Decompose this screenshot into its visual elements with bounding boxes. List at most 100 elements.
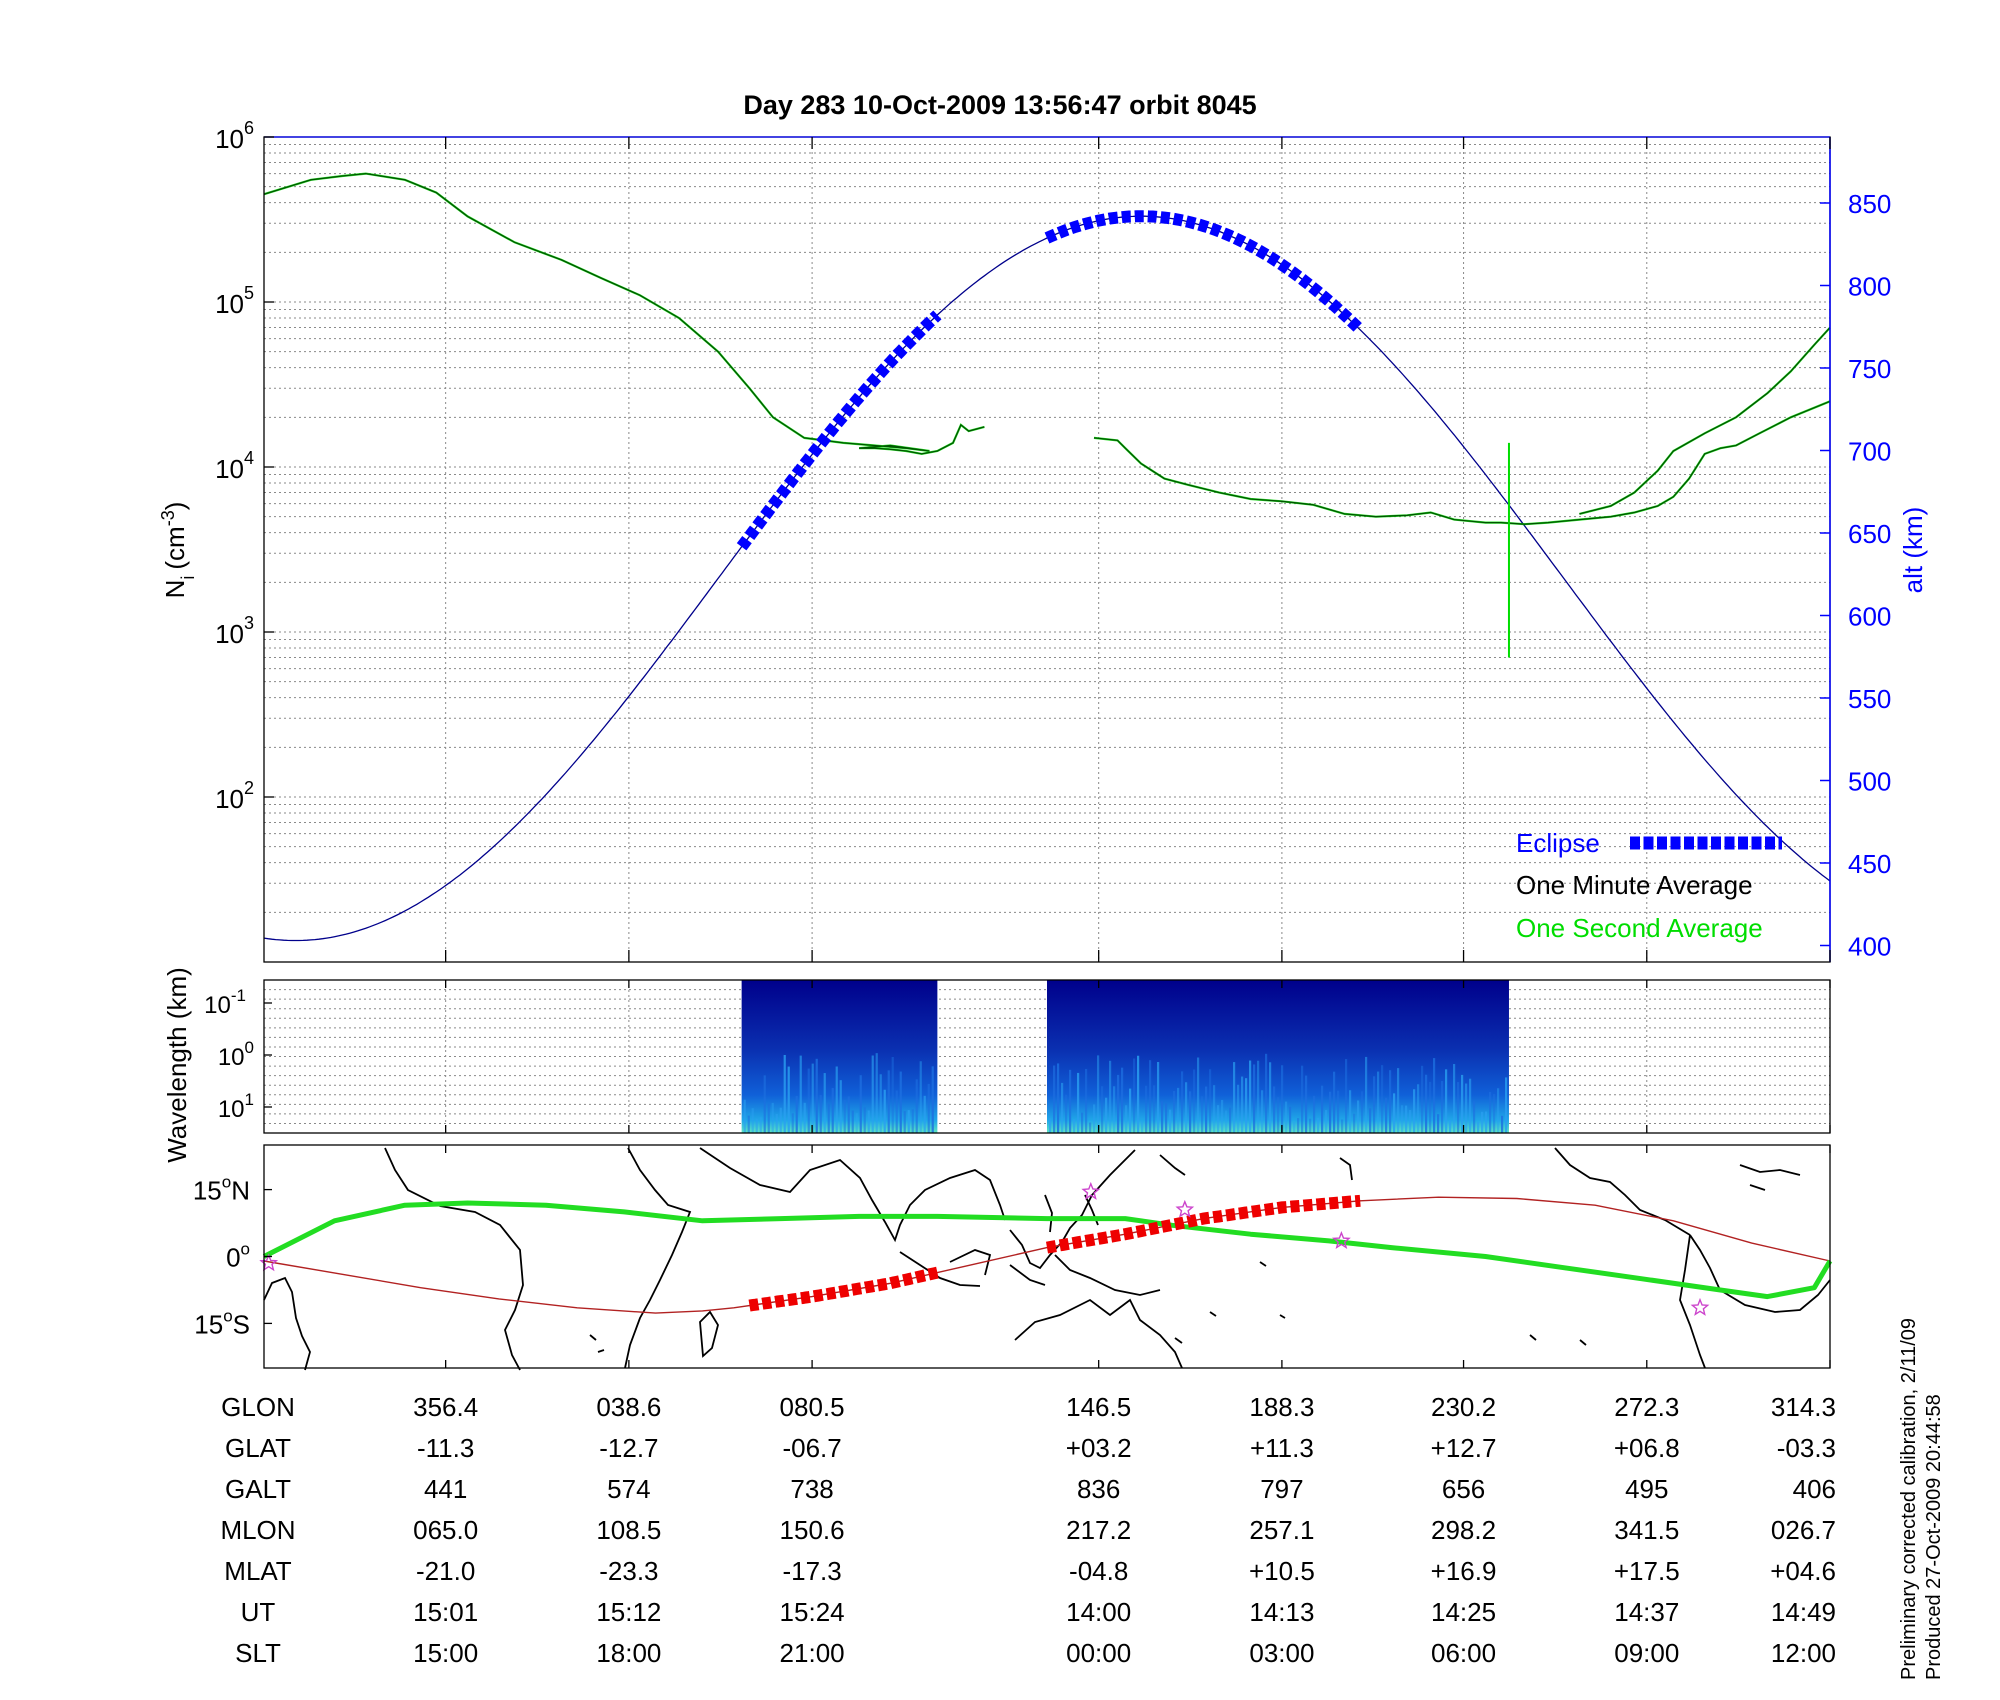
spectrogram-block — [1047, 980, 1509, 1133]
star-marker — [1175, 1199, 1195, 1218]
calibration-note-line1: Preliminary corrected calibration, 2/11/… — [1898, 1318, 1920, 1680]
spectrogram-streak — [923, 1095, 926, 1133]
table-cell: 15:00 — [413, 1638, 478, 1668]
spectrogram-streak — [1285, 1101, 1288, 1133]
altitude-y-tick-label: 500 — [1848, 767, 1891, 797]
spectrogram-streak — [1189, 1091, 1192, 1133]
arabia-india-outline — [699, 1147, 1006, 1243]
spectrogram-axes-frame — [263, 979, 1831, 1134]
spectrogram-streak — [799, 1055, 802, 1133]
spectrogram-streak — [1381, 1065, 1384, 1133]
spectrogram-streak — [1349, 1090, 1352, 1133]
spectrogram-streak — [1097, 1055, 1100, 1133]
table-cell: 14:37 — [1614, 1597, 1679, 1627]
legend: Eclipse One Minute Average One Second Av… — [1516, 828, 1782, 943]
table-cell: 15:12 — [596, 1597, 661, 1627]
table-cell: +06.8 — [1614, 1433, 1680, 1463]
density-grid — [264, 137, 1831, 962]
legend-item-one-minute: One Minute Average — [1516, 870, 1753, 900]
table-cell: 150.6 — [780, 1515, 845, 1545]
spectrogram-streak — [1457, 1082, 1460, 1133]
altitude-y-axis-label: alt (km) — [1898, 507, 1928, 594]
density-one-minute-line — [1093, 400, 1831, 525]
table-cell: +17.5 — [1614, 1556, 1680, 1586]
spectrogram-streak — [803, 1102, 806, 1133]
hemisphere-letter: S — [233, 1309, 250, 1339]
spectrogram-streak — [1145, 1085, 1148, 1133]
spectrogram-streak — [1201, 1096, 1204, 1133]
spectrogram-streak — [1177, 1087, 1180, 1133]
table-cell: 656 — [1442, 1474, 1485, 1504]
spectrogram-streak — [1121, 1067, 1124, 1133]
density-y-tick-label: 104 — [215, 448, 254, 484]
altitude-y-tick-label: 650 — [1848, 519, 1891, 549]
spectrogram-streak — [1221, 1099, 1224, 1133]
spectrogram-streak — [927, 1083, 930, 1133]
table-cell: +10.5 — [1249, 1556, 1315, 1586]
altitude-y-tick-label: 400 — [1848, 932, 1891, 962]
spectrogram-streak — [1425, 1074, 1428, 1133]
table-cell: 314.3 — [1771, 1392, 1836, 1422]
star-marker — [1081, 1181, 1101, 1200]
spectrogram-streak — [1049, 1118, 1052, 1133]
spectrogram-streak — [1181, 1071, 1184, 1133]
density-y-axis-label: Ni(cm-3) — [158, 502, 198, 599]
spectrogram-streak — [1413, 1089, 1416, 1133]
spectrogram-streak — [815, 1058, 818, 1133]
spectrogram-streak — [915, 1079, 918, 1133]
spectrogram-streak — [1321, 1085, 1324, 1133]
spectrogram-streak — [1441, 1080, 1444, 1133]
south-america-west-outline — [263, 1276, 311, 1371]
spectrogram-streak — [743, 1099, 746, 1133]
spectrogram-streak — [1305, 1075, 1308, 1133]
table-cell: 14:00 — [1066, 1597, 1131, 1627]
spectrogram-streak — [1197, 1057, 1200, 1133]
spectrogram-streak — [1325, 1110, 1328, 1133]
tick-exponent: 6 — [244, 118, 254, 138]
spectrogram-streak — [1205, 1086, 1208, 1133]
tick-base: 10 — [215, 454, 244, 484]
spectrogram-streak — [1313, 1095, 1316, 1133]
degree-symbol: o — [223, 1306, 232, 1325]
table-cell: -12.7 — [599, 1433, 658, 1463]
tick-base: 10 — [215, 124, 244, 154]
spectrogram-streak — [911, 1109, 914, 1133]
table-cell: 836 — [1077, 1474, 1120, 1504]
table-cell: 108.5 — [596, 1515, 661, 1545]
star-marker — [1331, 1230, 1351, 1249]
spectrogram-streak — [1485, 1111, 1488, 1133]
table-cell: 026.7 — [1771, 1515, 1836, 1545]
spectrogram-streak — [1085, 1068, 1088, 1133]
spectrogram-streak — [1493, 1093, 1496, 1133]
spectrogram-y-axis-label: Wavelength (km) — [162, 967, 192, 1163]
table-row-label: MLON — [220, 1515, 295, 1545]
spectrogram-streak — [1453, 1064, 1456, 1133]
spectrogram-streak — [899, 1071, 902, 1133]
spectrogram-streak — [1461, 1074, 1464, 1133]
map-y-tick-label: 15oS — [194, 1306, 250, 1339]
spectrogram-streak — [1073, 1118, 1076, 1133]
spectrogram-streak — [1061, 1082, 1064, 1133]
spectrogram-streak — [1241, 1076, 1244, 1133]
spectrogram-streak — [1397, 1068, 1400, 1133]
tick-base: 10 — [215, 619, 244, 649]
spectrogram-streak — [1173, 1090, 1176, 1133]
map-series — [259, 1181, 1833, 1316]
spectrogram-streak — [1497, 1088, 1500, 1133]
degree-symbol: o — [241, 1240, 250, 1259]
density-y-tick-label: 106 — [215, 118, 254, 154]
map-y-tick-label: 15oN — [193, 1173, 250, 1206]
spectrogram-streak — [1125, 1105, 1128, 1133]
table-cell: 03:00 — [1249, 1638, 1314, 1668]
table-cell: +12.7 — [1431, 1433, 1497, 1463]
table-cell: 574 — [607, 1474, 650, 1504]
island-fragments-outline — [589, 1261, 1587, 1353]
table-cell: -03.3 — [1777, 1433, 1836, 1463]
spectrogram-streak — [867, 1110, 870, 1133]
spectrogram-streak — [771, 1102, 774, 1133]
spectrogram-streak — [1089, 1122, 1092, 1133]
